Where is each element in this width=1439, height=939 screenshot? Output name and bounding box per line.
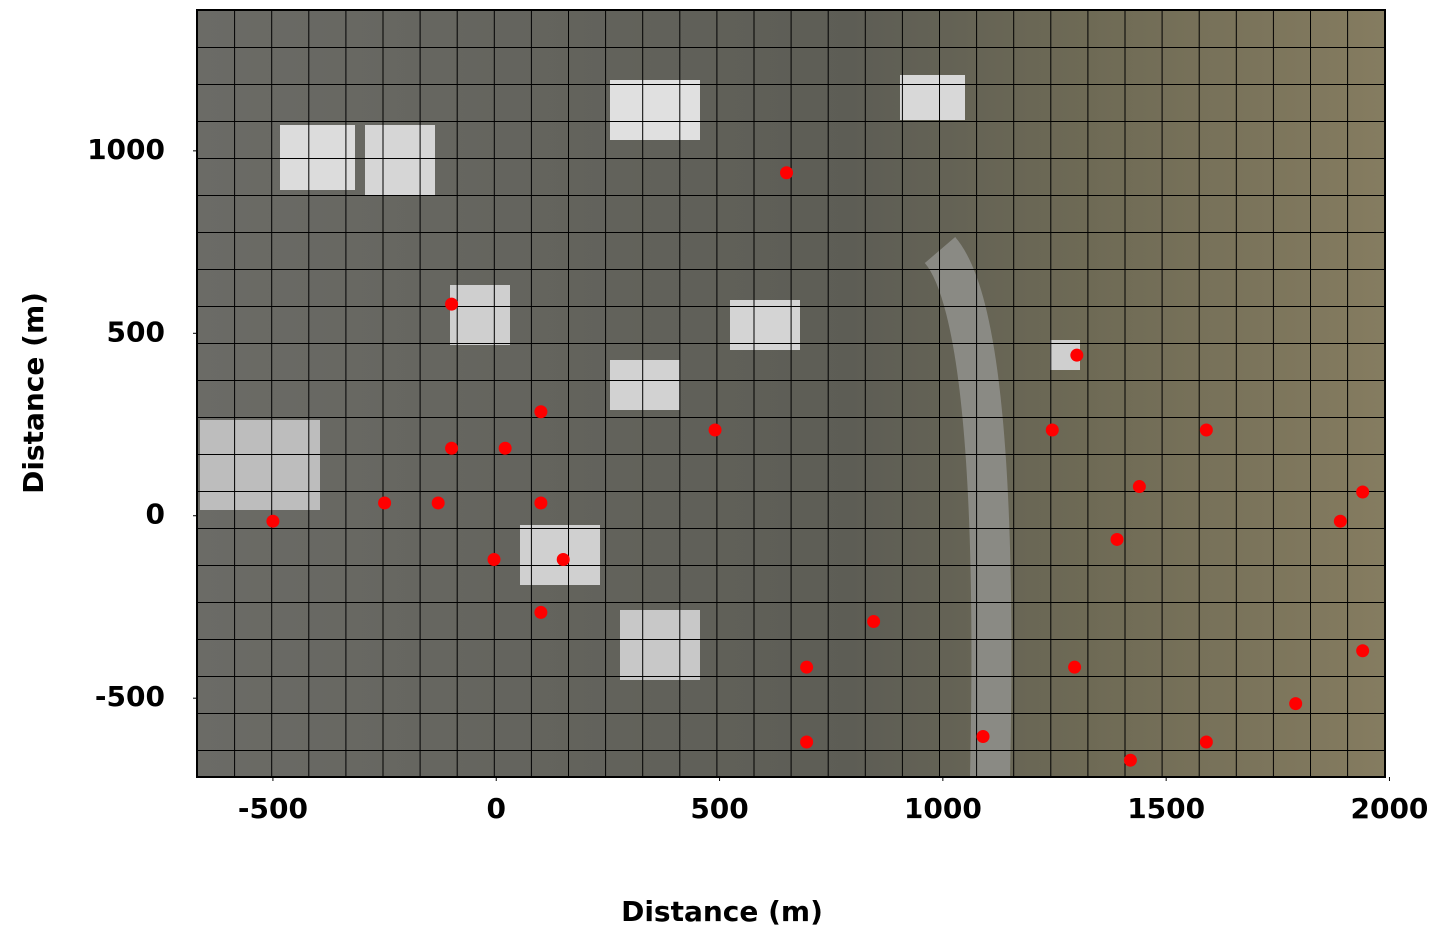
chart: Distance (m) Distance (m) -500 0 500 1000 15…: [0, 0, 1439, 939]
point: [445, 298, 458, 311]
y-axis-label: Distance (m): [17, 292, 50, 494]
point: [266, 515, 279, 528]
x-tick-label: 2000: [1350, 792, 1428, 825]
point: [432, 496, 445, 509]
point: [1356, 486, 1369, 499]
x-tick-label: 0: [486, 792, 505, 825]
point: [1124, 754, 1137, 767]
y-tick-label: -500: [95, 680, 165, 713]
point: [1111, 533, 1124, 546]
y-tick-label: 500: [107, 315, 165, 348]
point: [534, 606, 547, 619]
y-tick-label: 0: [146, 498, 165, 531]
point: [1068, 661, 1081, 674]
point: [709, 423, 722, 436]
point: [1046, 423, 1059, 436]
x-axis-label: Distance (m): [621, 895, 823, 928]
point: [378, 496, 391, 509]
point: [445, 442, 458, 455]
point: [1200, 735, 1213, 748]
x-tick-label: 1000: [904, 792, 982, 825]
point: [1133, 480, 1146, 493]
point: [1070, 349, 1083, 362]
map-background: [197, 10, 1385, 777]
point: [800, 735, 813, 748]
point: [488, 553, 501, 566]
page: {"chart_data": {"type": "scatter", "x_la…: [0, 0, 1439, 939]
point: [1200, 423, 1213, 436]
point: [800, 661, 813, 674]
point: [1356, 644, 1369, 657]
x-tick-label: 1500: [1127, 792, 1205, 825]
point: [499, 442, 512, 455]
point: [1289, 697, 1302, 710]
y-tick-label: 1000: [87, 133, 165, 166]
point: [1334, 515, 1347, 528]
point: [534, 405, 547, 418]
point: [780, 166, 793, 179]
point: [557, 553, 570, 566]
x-tick-label: 500: [690, 792, 748, 825]
point: [977, 730, 990, 743]
point: [867, 615, 880, 628]
x-tick-label: -500: [238, 792, 308, 825]
point: [534, 496, 547, 509]
